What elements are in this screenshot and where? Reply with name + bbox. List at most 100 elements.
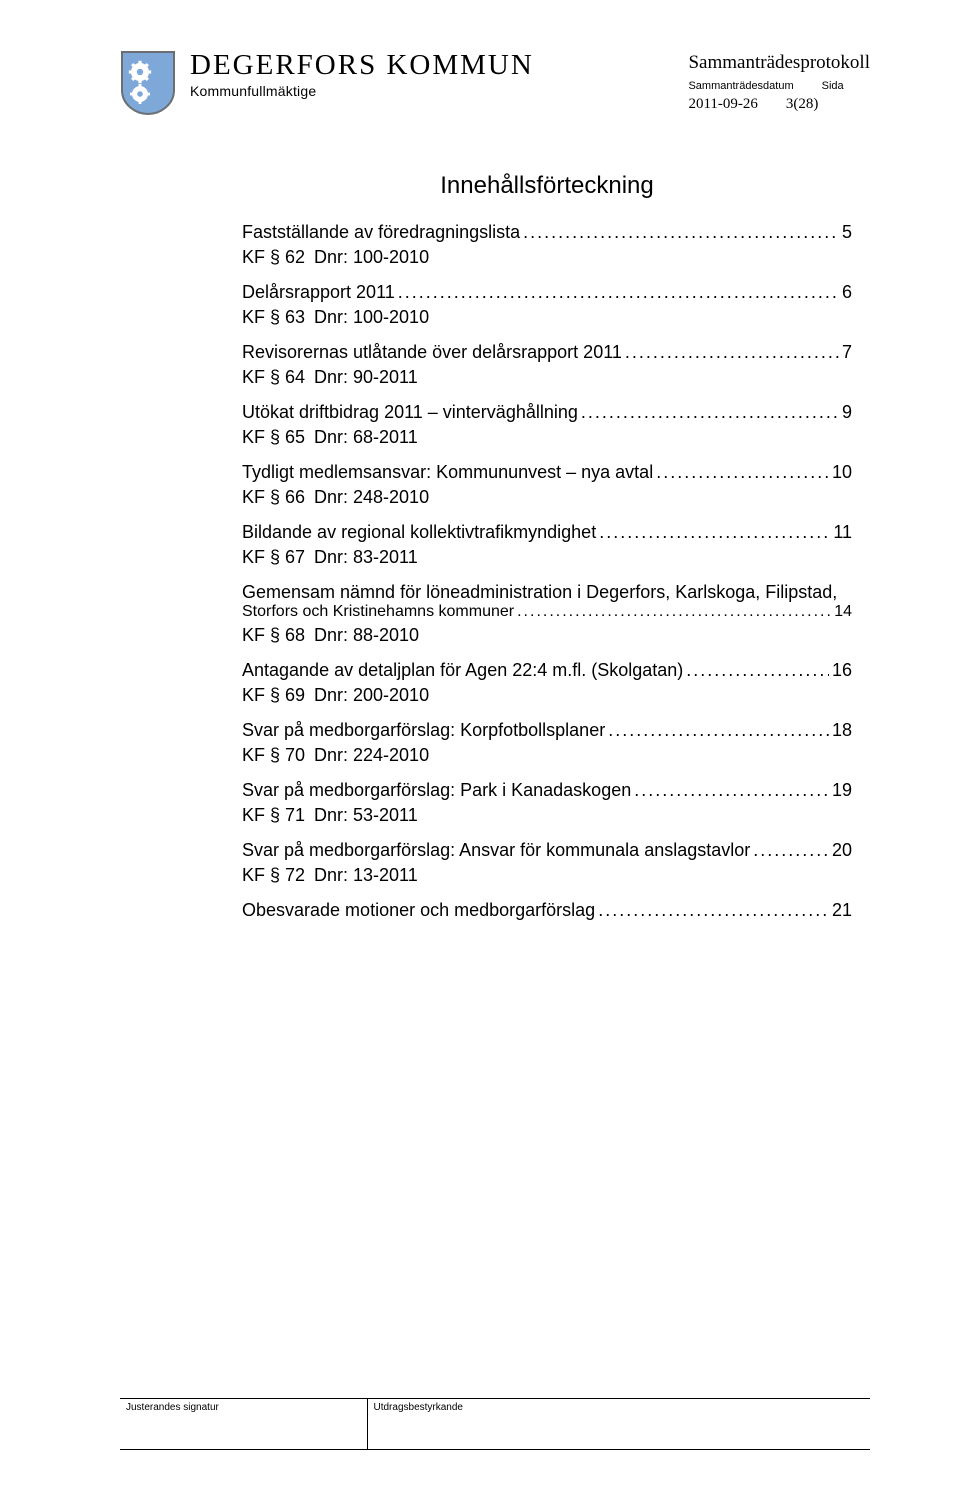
toc-list: Fastställande av föredragningslista 5 KF §… — [242, 222, 852, 921]
toc-entry-page: 5 — [842, 222, 852, 243]
toc-entry-page: 7 — [842, 342, 852, 363]
toc-kf-ref: KF § 70 — [242, 745, 314, 766]
toc-entry-ref: KF § 67Dnr: 83-2011 — [242, 547, 852, 568]
document-page: DEGERFORS KOMMUN Kommunfullmäktige Samma… — [0, 0, 960, 1502]
toc-dnr-ref: Dnr: 100-2010 — [314, 247, 429, 267]
toc-leader — [581, 402, 839, 423]
footer-bestyrk-cell: Utdragsbestyrkande — [368, 1399, 871, 1449]
toc-entry: Bildande av regional kollektivtrafikmynd… — [242, 522, 852, 568]
toc-dnr-ref: Dnr: 90-2011 — [314, 367, 418, 387]
toc-entry-title: Tydligt medlemsansvar: Kommununvest – ny… — [242, 462, 653, 483]
toc-kf-ref: KF § 71 — [242, 805, 314, 826]
toc-dnr-ref: Dnr: 100-2010 — [314, 307, 429, 327]
toc-dnr-ref: Dnr: 68-2011 — [314, 427, 418, 447]
toc-entry: Antagande av detaljplan för Agen 22:4 m.… — [242, 660, 852, 706]
toc-entry-title: Svar på medborgarförslag: Ansvar för kom… — [242, 840, 750, 861]
toc-entry-page: 14 — [834, 603, 852, 621]
page-footer: Justerandes signatur Utdragsbestyrkande — [120, 1398, 870, 1450]
toc-entry: Revisorernas utlåtande över delårsrappor… — [242, 342, 852, 388]
toc-leader — [656, 462, 829, 483]
toc-entry-title: Revisorernas utlåtande över delårsrappor… — [242, 342, 622, 363]
toc-leader — [608, 720, 829, 741]
toc-kf-ref: KF § 66 — [242, 487, 314, 508]
toc-entry-ref: KF § 62Dnr: 100-2010 — [242, 247, 852, 268]
toc-entry: Tydligt medlemsansvar: Kommununvest – ny… — [242, 462, 852, 508]
toc-entry-title: Storfors och Kristinehamns kommuner — [242, 603, 514, 621]
toc-dnr-ref: Dnr: 13-2011 — [314, 865, 418, 885]
toc-heading: Innehållsförteckning — [242, 172, 852, 200]
toc-kf-ref: KF § 63 — [242, 307, 314, 328]
toc-dnr-ref: Dnr: 88-2010 — [314, 625, 419, 645]
toc-entry-title: Fastställande av föredragningslista — [242, 222, 520, 243]
toc-entry-page: 11 — [833, 522, 852, 543]
meta-page-label: Sida — [822, 79, 844, 94]
toc-entry-title: Svar på medborgarförslag: Park i Kanadas… — [242, 780, 631, 801]
toc-entry-page: 19 — [832, 780, 852, 801]
toc-leader — [625, 342, 839, 363]
toc-entry-page: 6 — [842, 282, 852, 303]
footer-signature-cell: Justerandes signatur — [120, 1399, 368, 1449]
meta-date-label: Sammanträdesdatum — [688, 79, 793, 94]
toc-entry-ref: KF § 70Dnr: 224-2010 — [242, 745, 852, 766]
municipal-crest-icon — [120, 50, 176, 116]
toc-entry-title: Obesvarade motioner och medborgarförslag — [242, 900, 595, 921]
toc-dnr-ref: Dnr: 248-2010 — [314, 487, 429, 507]
toc-entry: Obesvarade motioner och medborgarförslag… — [242, 900, 852, 921]
toc-dnr-ref: Dnr: 53-2011 — [314, 805, 418, 825]
toc-entry-title: Antagande av detaljplan för Agen 22:4 m.… — [242, 660, 683, 681]
toc-entry-title: Bildande av regional kollektivtrafikmynd… — [242, 522, 596, 543]
toc-entry: Utökat driftbidrag 2011 – vinterväghålln… — [242, 402, 852, 448]
meta-date-value: 2011-09-26 — [688, 94, 757, 115]
toc-kf-ref: KF § 62 — [242, 247, 314, 268]
toc-entry-ref: KF § 65Dnr: 68-2011 — [242, 427, 852, 448]
toc-entry-page: 18 — [832, 720, 852, 741]
toc-entry-ref: KF § 71Dnr: 53-2011 — [242, 805, 852, 826]
toc-entry-title: Delårsrapport 2011 — [242, 282, 395, 303]
toc-kf-ref: KF § 67 — [242, 547, 314, 568]
toc-entry: Gemensam nämnd för löneadministration i … — [242, 582, 852, 646]
toc-entry-ref: KF § 68Dnr: 88-2010 — [242, 625, 852, 646]
meta-page-value: 3(28) — [786, 94, 819, 115]
toc-entry-ref: KF § 69Dnr: 200-2010 — [242, 685, 852, 706]
toc-entry: Svar på medborgarförslag: Korpfotbollspl… — [242, 720, 852, 766]
toc-kf-ref: KF § 65 — [242, 427, 314, 448]
toc-dnr-ref: Dnr: 224-2010 — [314, 745, 429, 765]
toc-entry-title: Utökat driftbidrag 2011 – vinterväghålln… — [242, 402, 578, 423]
toc-leader — [599, 522, 830, 543]
toc-entry-ref: KF § 72Dnr: 13-2011 — [242, 865, 852, 886]
header-text-block: DEGERFORS KOMMUN Kommunfullmäktige Samma… — [190, 50, 870, 115]
toc-entry: Svar på medborgarförslag: Ansvar för kom… — [242, 840, 852, 886]
toc-kf-ref: KF § 72 — [242, 865, 314, 886]
toc-entry-page: 16 — [832, 660, 852, 681]
footer-bestyrk-label: Utdragsbestyrkande — [374, 1402, 464, 1413]
toc-entry-page: 9 — [842, 402, 852, 423]
toc-kf-ref: KF § 68 — [242, 625, 314, 646]
toc-dnr-ref: Dnr: 83-2011 — [314, 547, 418, 567]
protocol-heading: Sammanträdesprotokoll — [688, 50, 870, 77]
toc-leader — [398, 282, 839, 303]
footer-sig-label: Justerandes signatur — [126, 1402, 219, 1413]
toc-entry-page: 20 — [832, 840, 852, 861]
toc-entry-title: Gemensam nämnd för löneadministration i … — [242, 582, 837, 602]
header-meta: Sammanträdesprotokoll Sammanträdesdatum … — [688, 50, 870, 115]
toc-entry: Fastställande av föredragningslista 5 KF §… — [242, 222, 852, 268]
toc-leader — [523, 222, 839, 243]
toc-entry-ref: KF § 66Dnr: 248-2010 — [242, 487, 852, 508]
page-header: DEGERFORS KOMMUN Kommunfullmäktige Samma… — [120, 50, 870, 116]
toc-entry-title: Svar på medborgarförslag: Korpfotbollspl… — [242, 720, 605, 741]
toc-entry-page: 10 — [832, 462, 852, 483]
toc-entry: Delårsrapport 2011 6 KF § 63Dnr: 100-2010 — [242, 282, 852, 328]
toc-entry: Svar på medborgarförslag: Park i Kanadas… — [242, 780, 852, 826]
toc-dnr-ref: Dnr: 200-2010 — [314, 685, 429, 705]
municipality-title: DEGERFORS KOMMUN — [190, 50, 534, 80]
toc-entry-ref: KF § 64Dnr: 90-2011 — [242, 367, 852, 388]
toc-leader — [634, 780, 829, 801]
toc-entry-ref: KF § 63Dnr: 100-2010 — [242, 307, 852, 328]
toc-kf-ref: KF § 64 — [242, 367, 314, 388]
header-subtitle: Kommunfullmäktige — [190, 83, 534, 99]
toc-entry-page: 21 — [832, 900, 852, 921]
toc-leader — [686, 660, 829, 681]
toc-leader — [598, 900, 829, 921]
title-block: DEGERFORS KOMMUN Kommunfullmäktige — [190, 50, 534, 99]
toc-leader — [753, 840, 829, 861]
